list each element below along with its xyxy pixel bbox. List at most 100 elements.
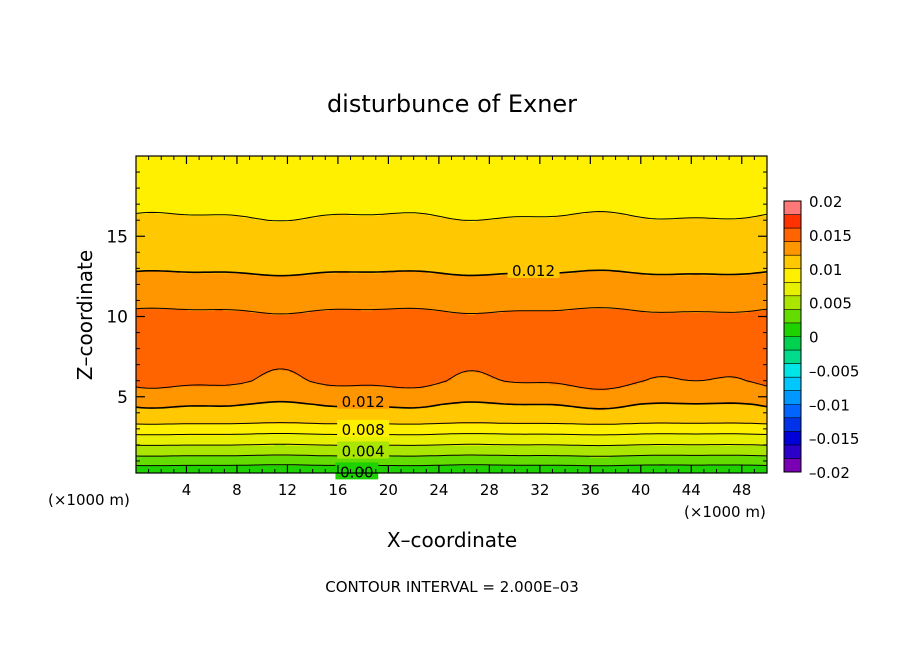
contour-cell	[136, 227, 767, 230]
contour-cell	[254, 377, 307, 381]
contour-cell	[136, 419, 767, 423]
contour-cell	[569, 213, 626, 217]
contour-cell	[136, 223, 767, 226]
contour-cell	[136, 395, 767, 399]
contour-cell	[136, 308, 188, 312]
colorbar-swatch	[784, 201, 801, 215]
contour-label: 0.00	[340, 463, 373, 481]
contour-cell	[329, 308, 362, 312]
y-tick-label: 15	[106, 227, 128, 247]
contour-cell	[136, 369, 271, 373]
contour-cell	[755, 215, 767, 219]
contour-cell	[136, 415, 767, 419]
contour-cell	[136, 219, 271, 222]
contour-cell	[136, 367, 279, 371]
contour-cell	[136, 453, 767, 456]
contour-cell	[250, 379, 311, 383]
colorbar-swatch	[784, 390, 801, 405]
contour-cell	[136, 447, 767, 450]
colorbar-swatch	[784, 417, 801, 432]
contour-cell	[136, 371, 267, 375]
contour-cell	[392, 385, 425, 389]
colorbar-tick-label: 0.01	[809, 261, 842, 279]
contour-cell	[293, 371, 460, 375]
contour-cell	[439, 381, 551, 385]
contour-label-bg	[337, 441, 390, 459]
contour-cell	[281, 367, 767, 371]
contour-cell	[136, 290, 767, 294]
contour-cell	[262, 401, 299, 405]
x-tick-label: 28	[480, 481, 499, 499]
contour-cell	[136, 229, 767, 232]
contour-cell	[136, 191, 767, 195]
contour-cell	[136, 312, 271, 316]
contour-cell	[423, 385, 579, 389]
contour-cell	[136, 409, 767, 413]
colorbar-swatch	[784, 255, 801, 270]
contour-line	[136, 422, 767, 425]
contour-cell	[179, 270, 338, 274]
contour-cell	[668, 375, 725, 379]
contour-cell	[289, 312, 468, 316]
contour-cell	[136, 221, 767, 224]
colorbar-swatch	[784, 241, 801, 256]
contour-cell	[301, 375, 453, 379]
contour-cell	[136, 201, 767, 205]
x-unit-left: (×1000 m)	[48, 491, 130, 509]
contour-label-bg	[335, 462, 379, 480]
contour-cell	[747, 310, 767, 314]
colorbar-swatch	[784, 444, 801, 459]
x-tick-label: 24	[429, 481, 448, 499]
contour-cell	[625, 213, 767, 217]
contour-cell	[136, 235, 767, 238]
contour-cell	[755, 381, 767, 385]
colorbar-frame	[783, 200, 802, 473]
contour-cell	[136, 165, 767, 169]
contour-cell	[136, 292, 767, 296]
contour-cell	[585, 211, 614, 215]
contour-cell	[502, 272, 646, 276]
contour-cell	[747, 272, 767, 276]
contour-cell	[136, 264, 767, 268]
contour-cell	[136, 280, 767, 284]
contour-cell	[136, 253, 767, 256]
y-axis-label: Z–coordinate	[73, 250, 97, 380]
contour-cell	[171, 385, 393, 389]
contour-cell	[573, 405, 626, 409]
contour-cell	[490, 375, 658, 379]
contour-cell	[502, 379, 646, 383]
contour-cell	[459, 371, 484, 375]
contour-cell	[136, 393, 767, 397]
contour-cell	[136, 314, 767, 318]
contour-cell	[136, 379, 251, 383]
contour-cell	[136, 318, 767, 322]
contour-cell	[136, 217, 255, 220]
contour-cell	[136, 461, 767, 464]
contour-label: 0.004	[342, 443, 385, 461]
contour-cell	[222, 308, 330, 312]
x-tick-label: 20	[379, 481, 398, 499]
contour-cell	[136, 159, 767, 163]
contour-cell	[309, 310, 449, 314]
contour-cell	[136, 350, 767, 353]
contour-cell	[136, 274, 767, 278]
contour-cell	[136, 215, 244, 219]
contour-cell	[136, 213, 184, 217]
contour-cell	[636, 381, 756, 385]
contour-cell	[136, 255, 767, 258]
contour-cell	[136, 427, 767, 431]
contour-cell	[136, 401, 263, 405]
contour-cell	[502, 310, 646, 314]
contour-cell	[136, 332, 767, 335]
contour-line	[136, 443, 767, 447]
contour-cell	[317, 381, 441, 385]
contour-cell	[242, 381, 319, 385]
contour-cell	[155, 211, 587, 215]
colorbar-swatch	[784, 268, 801, 283]
contour-cell	[605, 407, 767, 411]
colorbar-tick-label: –0.015	[809, 430, 859, 448]
contour-cell	[136, 362, 767, 365]
contour-cell	[431, 433, 567, 436]
contour-cell	[136, 443, 275, 446]
